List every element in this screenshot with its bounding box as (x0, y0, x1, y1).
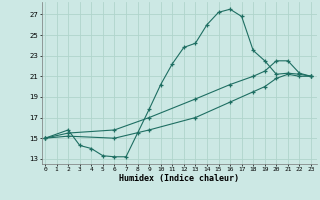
X-axis label: Humidex (Indice chaleur): Humidex (Indice chaleur) (119, 174, 239, 183)
